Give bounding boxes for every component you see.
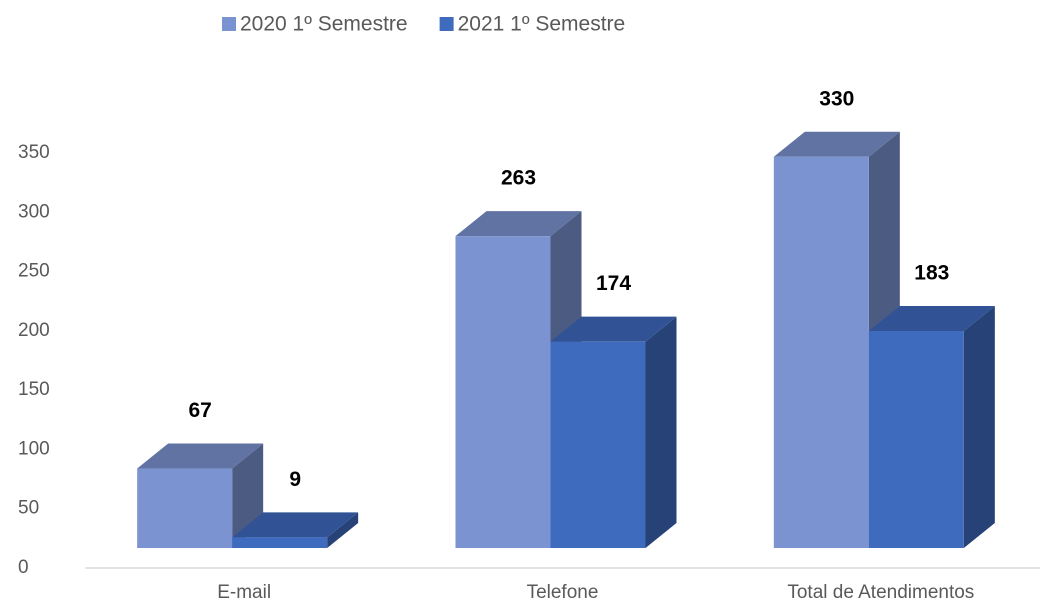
y-tick-label: 0: [18, 557, 29, 578]
legend-swatch: [222, 17, 236, 31]
bar-side: [963, 306, 995, 548]
bar: [137, 468, 233, 548]
y-tick-label: 100: [18, 438, 50, 459]
data-label: 174: [596, 272, 631, 295]
y-tick-label: 50: [18, 498, 39, 519]
bar-side: [645, 316, 677, 548]
data-label: 67: [188, 399, 211, 422]
x-tick-label: E-mail: [217, 582, 271, 603]
bar-top: [773, 131, 900, 157]
bar: [455, 236, 551, 548]
data-label: 183: [914, 262, 949, 285]
bar-top: [232, 512, 359, 538]
legend-label: 2021 1º Semestre: [458, 13, 626, 36]
y-tick-label: 150: [18, 379, 50, 400]
legend-label: 2020 1º Semestre: [240, 13, 408, 36]
bar-top: [455, 211, 582, 237]
bar: [773, 156, 869, 548]
bar: [868, 331, 964, 548]
data-label: 9: [289, 468, 301, 491]
x-tick-label: Total de Atendimentos: [787, 582, 974, 603]
bar-top: [550, 316, 677, 342]
data-label: 330: [819, 87, 854, 110]
y-tick-label: 300: [18, 201, 50, 222]
y-tick-label: 200: [18, 320, 50, 341]
data-label: 263: [501, 167, 536, 190]
bar-top: [868, 306, 995, 332]
bar-top: [137, 443, 264, 469]
y-tick-label: 350: [18, 142, 50, 163]
bar: [550, 341, 646, 548]
bar-side: [327, 512, 359, 548]
legend-swatch: [439, 17, 454, 31]
x-tick-label: Telefone: [527, 582, 599, 603]
bar: [232, 537, 328, 548]
y-tick-label: 250: [18, 261, 50, 282]
